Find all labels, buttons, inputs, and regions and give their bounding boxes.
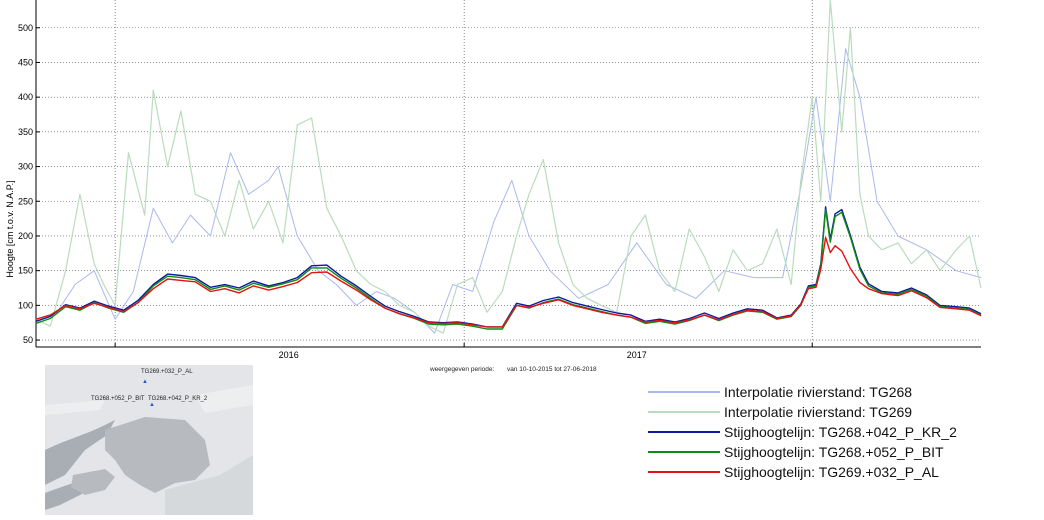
series-line-3 [35, 206, 982, 328]
legend-label: Stijghoogtelijn: TG268.+042_P_KR_2 [724, 424, 957, 440]
map-marker-al: ▲ [142, 379, 148, 385]
period-label: weergegeven periode: [430, 366, 495, 373]
x-tick-label: 2016 [279, 350, 299, 360]
legend-swatch [648, 471, 720, 473]
x-tick-label: 2017 [627, 350, 647, 360]
map-label-al: TG269.+032_P_AL [141, 369, 193, 375]
series-line-5 [35, 236, 982, 328]
legend-label: Interpolatie rivierstand: TG268 [724, 384, 913, 400]
series-line-2 [35, 0, 982, 334]
legend-swatch [648, 431, 720, 433]
y-tick-label: 500 [18, 23, 33, 33]
y-tick-label: 100 [18, 300, 33, 310]
y-tick-label: 200 [18, 231, 33, 241]
legend-item: Stijghoogtelijn: TG268.+052_P_BIT [648, 442, 988, 462]
legend-label: Stijghoogtelijn: TG268.+052_P_BIT [724, 444, 944, 460]
grid [36, 27, 981, 341]
y-tick-label: 250 [18, 196, 33, 206]
legend-item: Interpolatie rivierstand: TG268 [648, 382, 988, 402]
legend-label: Stijghoogtelijn: TG269.+032_P_AL [724, 464, 939, 480]
period-range: van 10-10-2015 tot 27-06-2018 [506, 366, 597, 373]
legend-swatch [648, 451, 720, 453]
y-axis-label: Hoogte [cm t.o.v. N.A.P.] [5, 180, 15, 277]
y-tick-label: 350 [18, 127, 33, 137]
y-tick-label: 300 [18, 162, 33, 172]
map-marker-kr: ▲ [149, 402, 155, 408]
series-line-1 [35, 48, 982, 334]
legend-swatch [648, 391, 720, 393]
legend-item: Stijghoogtelijn: TG269.+032_P_AL [648, 462, 988, 482]
y-tick-label: 150 [18, 266, 33, 276]
location-map: TG269.+032_P_AL TG268.+052_P_BIT TG268.+… [45, 365, 253, 515]
x-ticks: 2016 2017 [279, 350, 647, 360]
map-shapes [45, 365, 253, 515]
series-group [35, 0, 982, 334]
y-tick-label: 450 [18, 57, 33, 67]
period-text: weergegeven periode: van 10-10-2015 tot … [430, 366, 597, 373]
year-lines [114, 0, 813, 347]
legend-item: Interpolatie rivierstand: TG269 [648, 402, 988, 422]
legend-label: Interpolatie rivierstand: TG269 [724, 404, 913, 420]
legend-item: Stijghoogtelijn: TG268.+042_P_KR_2 [648, 422, 988, 442]
legend-swatch [648, 411, 720, 413]
y-tick-label: 50 [23, 335, 33, 345]
legend: Interpolatie rivierstand: TG268 Interpola… [648, 382, 988, 482]
map-label-bit: TG268.+052_P_BIT [91, 396, 145, 402]
y-ticks: 50 100 150 200 250 300 350 400 450 500 [18, 23, 40, 345]
map-label-kr: TG268.+042_P_KR_2 [148, 396, 208, 402]
y-tick-label: 400 [18, 92, 33, 102]
